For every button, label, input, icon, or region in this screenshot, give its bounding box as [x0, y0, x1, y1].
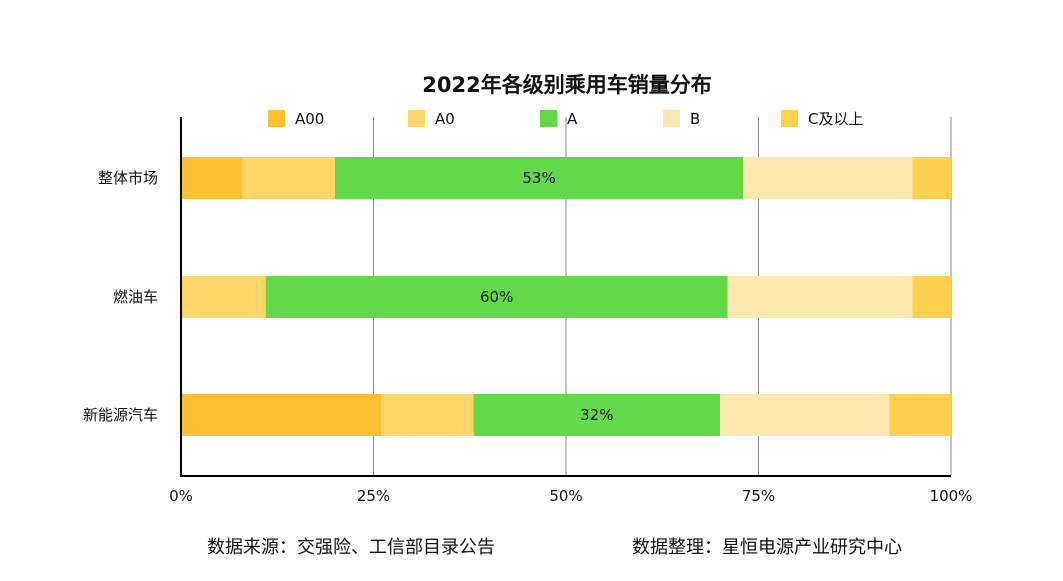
category-label: 燃油车: [113, 288, 158, 306]
data-label: 32%: [580, 406, 613, 424]
legend-label: A0: [435, 110, 455, 128]
legend-label: A00: [295, 110, 324, 128]
x-tick-label: 100%: [930, 487, 973, 505]
legend-swatch: [268, 110, 285, 127]
bar-segment-C及以上: [889, 394, 951, 436]
data-label: 53%: [522, 169, 555, 187]
bar-segment-A0: [181, 276, 266, 318]
bar-segment-A: [473, 394, 720, 436]
bar-segment-A: [265, 276, 728, 318]
bar-segment-A0: [242, 157, 335, 199]
x-tick-label: 50%: [549, 487, 582, 505]
chart-title: 2022年各级别乘用车销量分布: [422, 73, 711, 97]
legend-label: C及以上: [808, 110, 863, 128]
legend-swatch: [408, 110, 425, 127]
category-label: 新能源汽车: [83, 406, 158, 424]
data-source-note: 数据来源：交强险、工信部目录公告: [207, 537, 495, 558]
bar-segment-A: [335, 157, 744, 199]
bar-segment-C及以上: [912, 276, 951, 318]
legend-swatch: [781, 110, 798, 127]
bar-segment-C及以上: [912, 157, 951, 199]
bar-segment-A00: [181, 157, 243, 199]
bar-segment-B: [720, 394, 890, 436]
data-compiler-note: 数据整理：星恒电源产业研究中心: [632, 537, 902, 558]
bar-segment-A00: [181, 394, 382, 436]
x-tick-label: 25%: [357, 487, 390, 505]
legend-swatch: [663, 110, 680, 127]
legend-label: A: [567, 110, 578, 128]
category-label: 整体市场: [98, 169, 158, 187]
legend-label: B: [690, 110, 700, 128]
legend-swatch: [540, 110, 557, 127]
x-tick-label: 75%: [742, 487, 775, 505]
data-label: 60%: [480, 288, 513, 306]
x-tick-label: 0%: [169, 487, 193, 505]
bar-segment-A0: [381, 394, 474, 436]
bar-segment-B: [727, 276, 913, 318]
bar-segment-B: [743, 157, 913, 199]
